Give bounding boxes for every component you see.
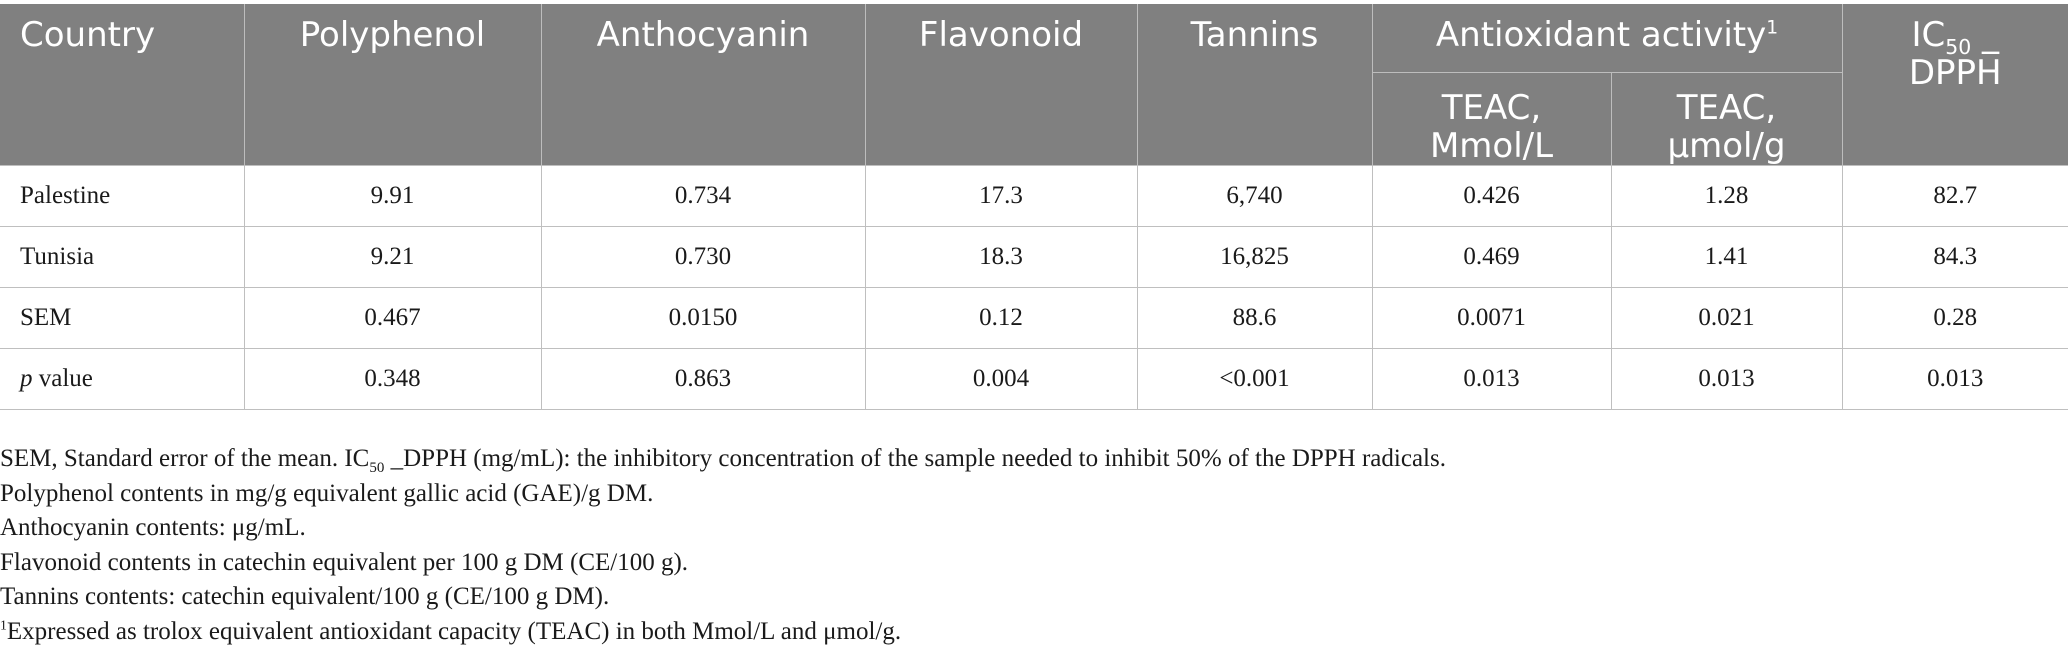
footnote-teac-text: Expressed as trolox equivalent antioxida…	[6, 617, 902, 645]
cell-tannins: 6,740	[1136, 165, 1373, 227]
header-polyphenol: Polyphenol	[243, 4, 542, 166]
cell-country: SEM	[0, 287, 245, 349]
footnote-sem: SEM, Standard error of the mean. IC50 _D…	[0, 442, 2060, 477]
header-ic50-dpph-label: DPPH	[1908, 53, 2002, 93]
cell-country-italic: p	[20, 365, 33, 392]
cell-polyphenol: 9.21	[243, 226, 542, 288]
header-ic50-dpph: IC50 _ DPPH	[1841, 4, 2068, 166]
cell-teac-umol: 0.021	[1610, 287, 1843, 349]
header-antioxidant-activity: Antioxidant activity1	[1371, 4, 1843, 73]
table-row: Tunisia 9.21 0.730 18.3 16,825 0.469 1.4…	[0, 226, 2068, 288]
cell-ic50: 84.3	[1841, 226, 2068, 288]
cell-flavonoid: 0.12	[864, 287, 1138, 349]
cell-teac-mmol: 0.013	[1371, 348, 1612, 410]
header-antioxidant-footnote-mark: 1	[1766, 17, 1779, 39]
footnote-tannins: Tannins contents: catechin equivalent/10…	[0, 583, 610, 610]
header-ic50-suffix: _	[1971, 15, 2000, 55]
cell-ic50: 82.7	[1841, 165, 2068, 227]
table-row: SEM 0.467 0.0150 0.12 88.6 0.0071 0.021 …	[0, 287, 2068, 349]
header-teac-mmol-line1: TEAC,	[1441, 88, 1542, 128]
header-ic50-subscript: 50	[1945, 34, 1972, 59]
cell-polyphenol: 0.348	[243, 348, 542, 410]
cell-tannins: 88.6	[1136, 287, 1373, 349]
cell-anthocyanin: 0.0150	[540, 287, 866, 349]
header-teac-mmol: TEAC, Mmol/L	[1371, 72, 1612, 166]
cell-country: Tunisia	[0, 226, 245, 288]
table-body: Palestine 9.91 0.734 17.3 6,740 0.426 1.…	[0, 165, 2068, 410]
footnote-anthocyanin: Anthocyanin contents: μg/mL.	[0, 514, 306, 541]
data-table-container: Country Polyphenol Anthocyanin Flavonoid…	[0, 4, 2068, 410]
header-teac-mmol-line2: Mmol/L	[1429, 126, 1554, 166]
header-teac-umol-line1: TEAC,	[1676, 88, 1777, 128]
header-ic50-prefix: IC	[1911, 15, 1946, 55]
cell-teac-mmol: 0.0071	[1371, 287, 1612, 349]
cell-ic50: 0.013	[1841, 348, 2068, 410]
cell-tannins: <0.001	[1136, 348, 1373, 410]
cell-polyphenol: 0.467	[243, 287, 542, 349]
cell-country: Palestine	[0, 165, 245, 227]
header-teac-umol-line2: μmol/g	[1667, 126, 1786, 166]
table-row: p value 0.348 0.863 0.004 <0.001 0.013 0…	[0, 348, 2068, 410]
footnote-flavonoid: Flavonoid contents in catechin equivalen…	[0, 548, 689, 576]
polyphenol-antioxidant-table: Country Polyphenol Anthocyanin Flavonoid…	[0, 4, 2068, 410]
header-flavonoid: Flavonoid	[864, 4, 1138, 166]
header-anthocyanin: Anthocyanin	[540, 4, 866, 166]
cell-flavonoid: 18.3	[864, 226, 1138, 288]
cell-polyphenol: 9.91	[243, 165, 542, 227]
header-teac-umol: TEAC, μmol/g	[1610, 72, 1843, 166]
cell-ic50: 0.28	[1841, 287, 2068, 349]
cell-tannins: 16,825	[1136, 226, 1373, 288]
cell-teac-umol: 0.013	[1610, 348, 1843, 410]
cell-teac-umol: 1.41	[1610, 226, 1843, 288]
footnote-teac-mark: 1	[0, 617, 7, 633]
cell-anthocyanin: 0.863	[540, 348, 866, 410]
cell-teac-mmol: 0.469	[1371, 226, 1612, 288]
table-footnotes: SEM, Standard error of the mean. IC50 _D…	[0, 442, 2060, 649]
header-row-2: TEAC, Mmol/L TEAC, μmol/g	[0, 72, 2068, 166]
footnote-sem-text-b: _DPPH (mg/mL): the inhibitory concentrat…	[384, 445, 1446, 472]
cell-teac-mmol: 0.426	[1371, 165, 1612, 227]
header-tannins: Tannins	[1136, 4, 1373, 166]
cell-flavonoid: 17.3	[864, 165, 1138, 227]
footnote-sem-text-a: SEM, Standard error of the mean. IC	[0, 445, 370, 472]
cell-anthocyanin: 0.730	[540, 226, 866, 288]
footnote-polyphenol: Polyphenol contents in mg/g equivalent g…	[0, 479, 654, 507]
cell-flavonoid: 0.004	[864, 348, 1138, 410]
cell-country-rest: value	[32, 365, 93, 392]
cell-anthocyanin: 0.734	[540, 165, 866, 227]
cell-country: p value	[0, 348, 245, 410]
header-country: Country	[0, 4, 245, 166]
footnote-teac: 1Expressed as trolox equivalent antioxid…	[0, 615, 2060, 650]
header-antioxidant-label: Antioxidant activity	[1435, 15, 1767, 55]
table-header: Country Polyphenol Anthocyanin Flavonoid…	[0, 4, 2068, 166]
cell-teac-umol: 1.28	[1610, 165, 1843, 227]
footnote-sem-subscript: 50	[369, 460, 385, 476]
table-row: Palestine 9.91 0.734 17.3 6,740 0.426 1.…	[0, 165, 2068, 227]
header-row-1: Country Polyphenol Anthocyanin Flavonoid…	[0, 4, 2068, 166]
